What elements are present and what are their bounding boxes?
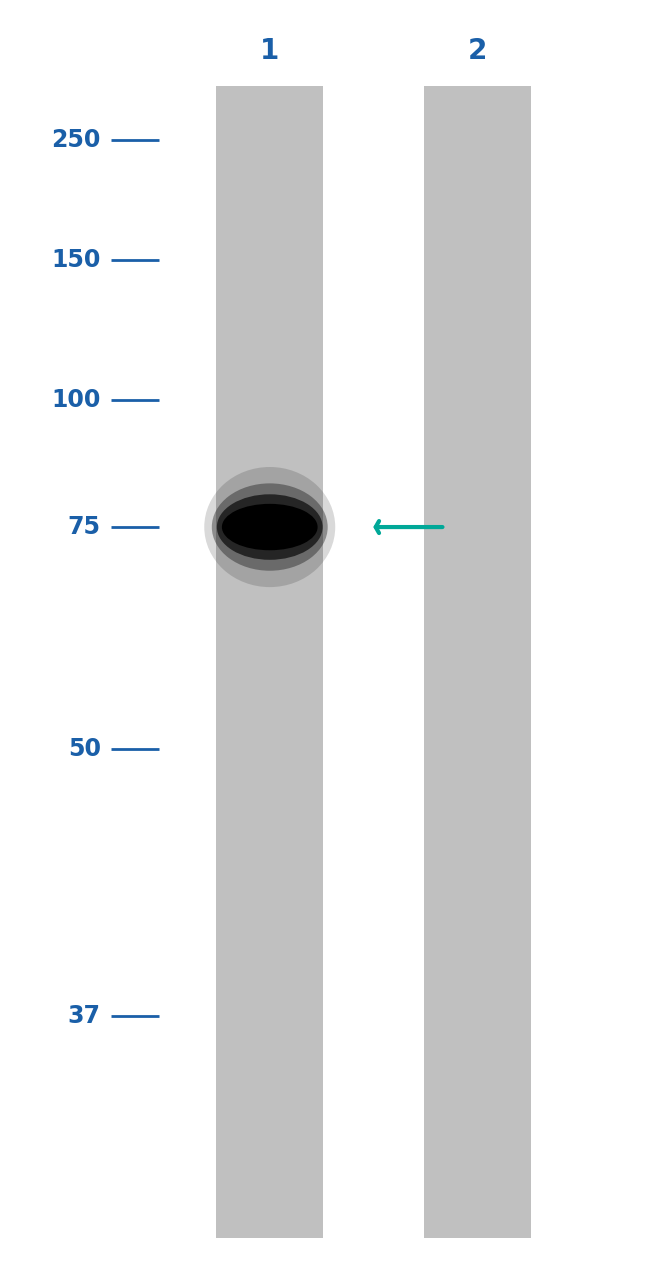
Ellipse shape: [204, 467, 335, 587]
Text: 37: 37: [68, 1005, 101, 1027]
Text: 150: 150: [51, 249, 101, 272]
Text: 250: 250: [51, 128, 101, 151]
Ellipse shape: [217, 494, 322, 560]
Text: 1: 1: [260, 37, 280, 65]
Ellipse shape: [239, 516, 300, 538]
Ellipse shape: [222, 504, 318, 550]
Bar: [424, 86, 532, 1238]
Text: 50: 50: [68, 738, 101, 761]
Ellipse shape: [229, 511, 310, 544]
Text: 75: 75: [68, 516, 101, 538]
Text: 100: 100: [51, 389, 101, 411]
Text: 2: 2: [468, 37, 488, 65]
Bar: [216, 86, 323, 1238]
Ellipse shape: [212, 484, 328, 570]
